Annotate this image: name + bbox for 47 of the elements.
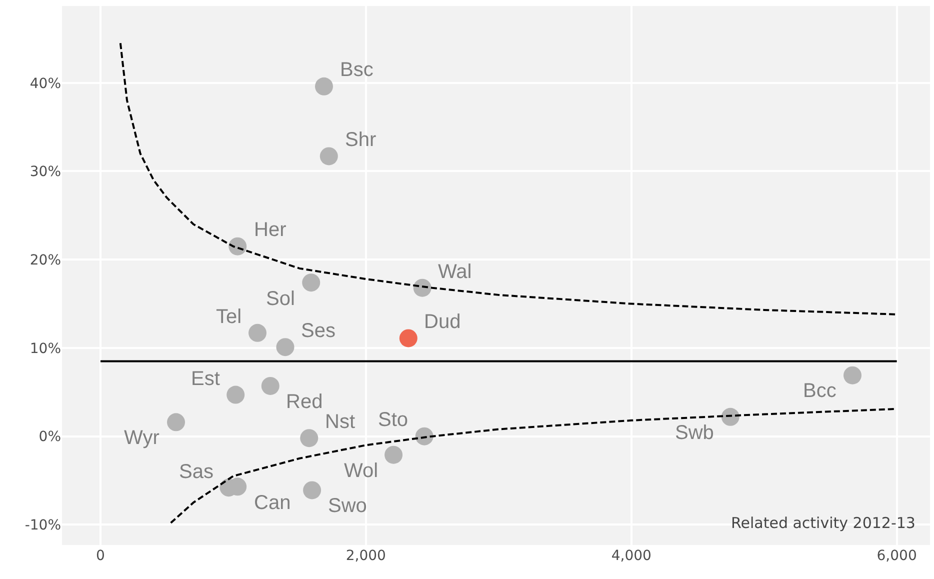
point — [303, 481, 322, 500]
annotation: Related activity 2012-13 — [731, 514, 916, 532]
point — [844, 366, 862, 384]
point — [248, 324, 266, 342]
point — [226, 386, 245, 404]
point — [302, 274, 320, 292]
point — [413, 278, 432, 297]
x-tick-label: 4,000 — [611, 548, 652, 564]
y-tick-label: -10% — [24, 518, 61, 534]
annotation: Swb — [675, 422, 714, 444]
point — [276, 338, 294, 356]
y-tick-label: 0% — [38, 429, 61, 446]
x-tick-label: 2,000 — [346, 548, 386, 564]
point — [415, 427, 434, 446]
point — [320, 147, 338, 166]
annotation: Shr — [345, 129, 376, 151]
annotation: Red — [286, 391, 323, 413]
x-tick-label: 6,000 — [876, 548, 917, 564]
annotation: Wal — [438, 261, 472, 283]
point — [721, 408, 740, 426]
annotation: Her — [254, 219, 287, 241]
annotation: Bcc — [803, 380, 836, 402]
point — [315, 77, 333, 96]
annotation: Ses — [301, 320, 336, 342]
point — [261, 376, 280, 395]
annotation: Can — [254, 492, 291, 514]
annotation: Bsc — [340, 59, 374, 81]
annotation: Swo — [328, 495, 367, 517]
annotation: Tel — [216, 306, 242, 328]
annotation: Wyr — [124, 427, 160, 449]
y-tick-label: 10% — [30, 340, 61, 357]
annotation: Est — [191, 368, 220, 390]
annotation: Wol — [344, 460, 378, 482]
point — [399, 329, 418, 348]
y-tick-label: 40% — [30, 76, 61, 92]
point — [300, 429, 318, 448]
annotation: Sol — [266, 288, 295, 310]
point — [384, 446, 403, 464]
annotation: Dud — [424, 311, 461, 333]
point — [167, 413, 186, 432]
annotation: Nst — [325, 411, 356, 433]
y-tick-label: 30% — [30, 164, 61, 180]
annotation: Sto — [378, 409, 408, 431]
x-tick-label: 0 — [96, 548, 105, 564]
annotation: Sas — [179, 461, 214, 483]
y-tick-label: 20% — [30, 252, 61, 268]
point — [228, 237, 247, 256]
